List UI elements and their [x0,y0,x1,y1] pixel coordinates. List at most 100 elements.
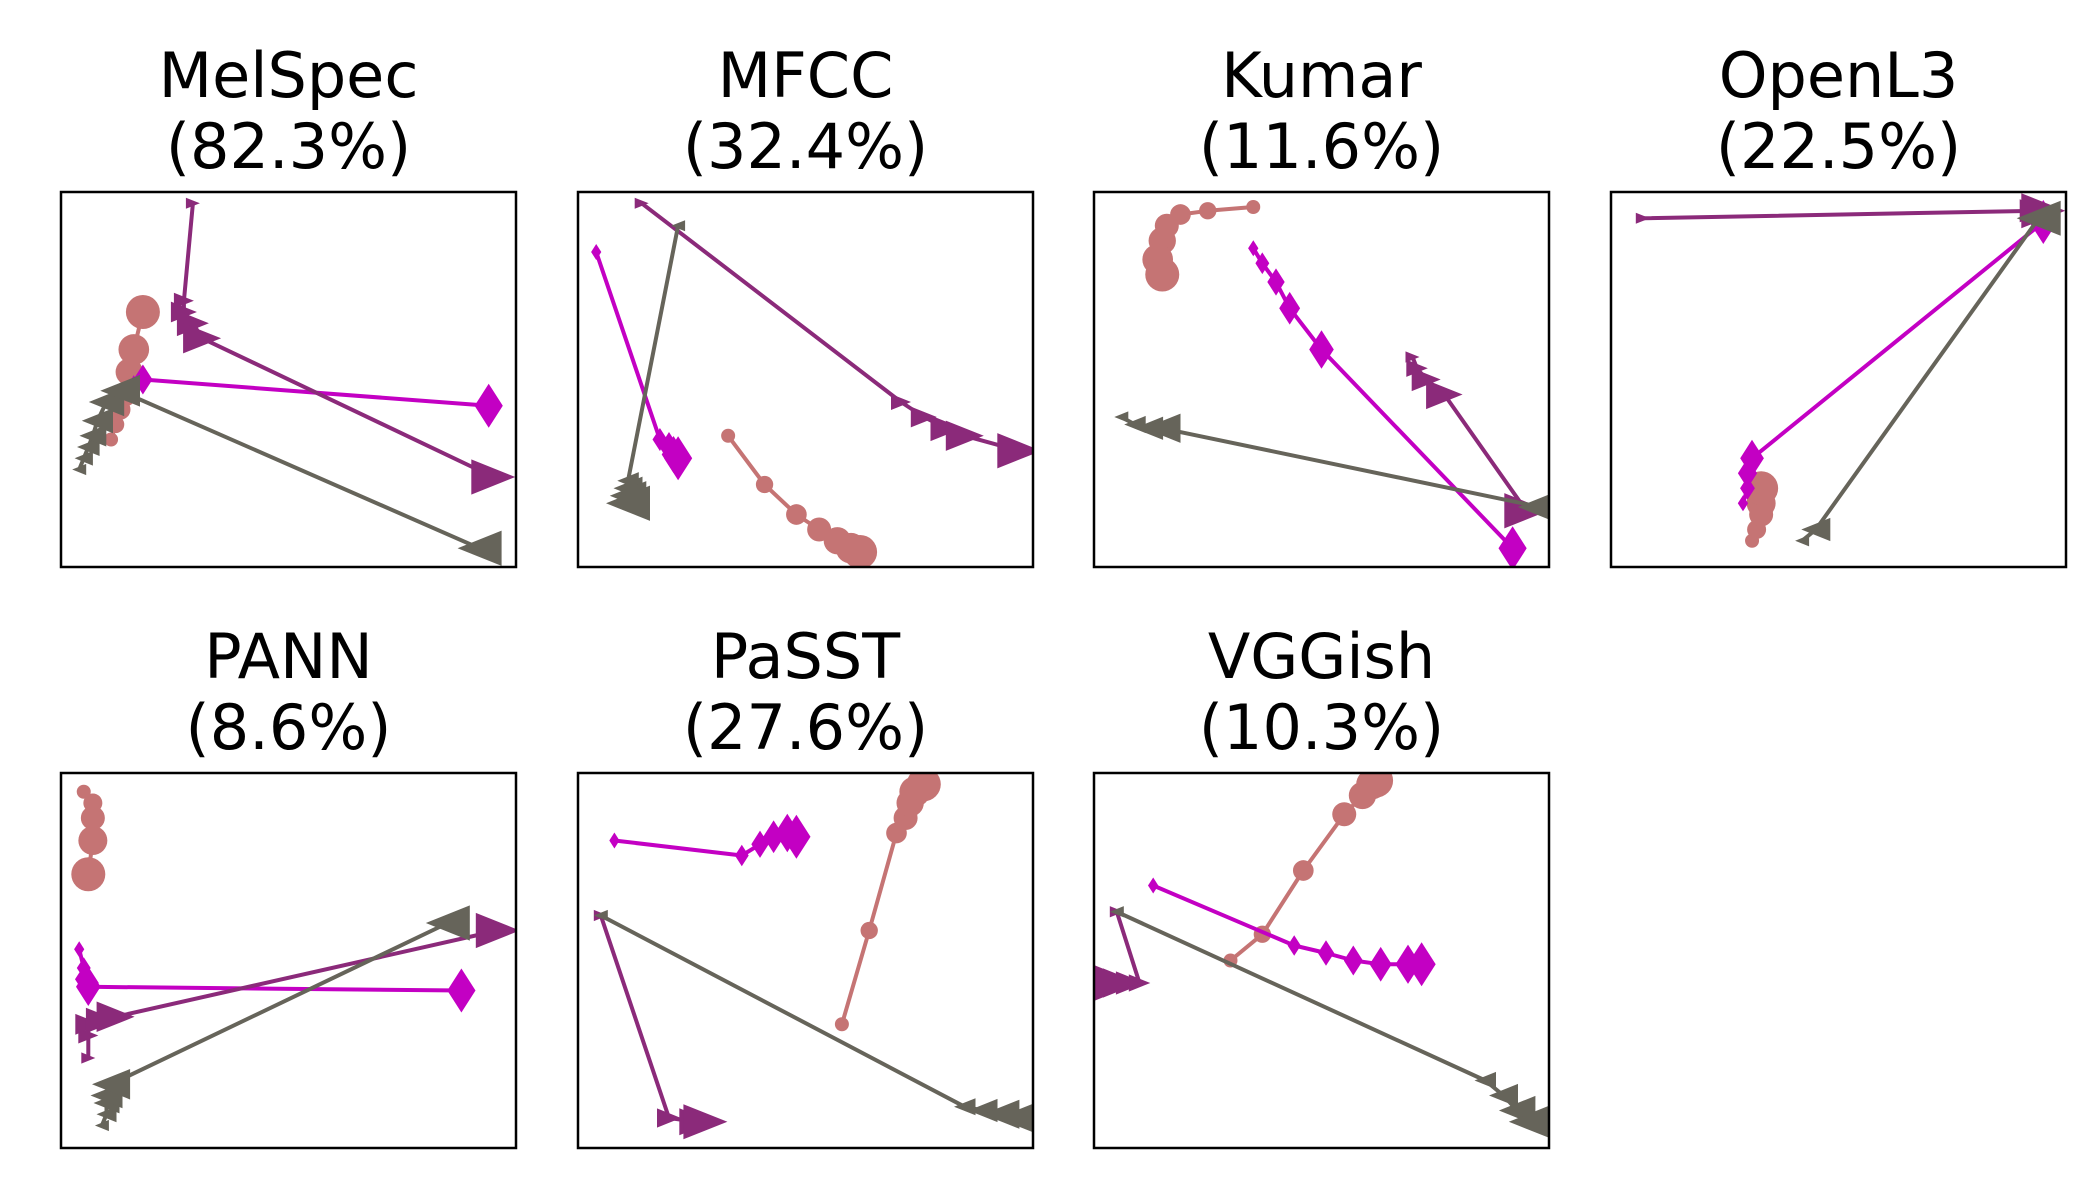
diamond-marker [74,941,85,958]
triangle-right-marker [1406,359,1428,377]
diamond-marker [1309,330,1334,369]
panel-title: OpenL3 [1719,39,1959,112]
diamond-marker [1267,268,1285,296]
circle-marker [906,773,941,802]
plot-area [593,773,1033,1140]
diamond-marker [1148,877,1159,894]
triangle-left-marker [96,1106,117,1123]
triangle-right-marker [1405,351,1420,363]
triangle-left-marker [425,905,470,941]
triangle-left-marker [72,463,87,476]
plot-area [1114,200,1549,567]
panel-score: (27.6%) [683,691,928,764]
axes-frame [1092,190,1551,569]
panel-score: (32.4%) [683,110,928,183]
circle-marker [755,475,774,494]
triangle-right-marker [183,323,222,354]
circle-marker [860,921,878,940]
diamond-marker [76,967,101,1006]
panel-kumar: Kumar(11.6%) [1092,39,1551,569]
triangle_right-series-line [1642,208,2044,221]
triangle-right-marker [891,394,911,410]
triangle-right-marker [683,1104,728,1140]
circle-marker [721,428,736,443]
triangle_right-series-line [598,914,706,1124]
panel-title: Kumar [1221,39,1422,112]
panel-title: MelSpec [159,39,419,112]
triangle_left-series-line [1800,217,2041,543]
panel-score: (10.3%) [1199,691,1444,764]
triangle-left-marker [1508,1105,1549,1138]
triangle-right-marker [1426,379,1463,410]
diamond-series-line [1251,247,1515,550]
diamond-marker [734,844,749,867]
triangle-right-marker [81,1052,96,1064]
diamond-series-line [77,948,462,993]
diamond-marker [1407,942,1436,987]
diamond-marker [1279,291,1301,325]
triangle-left-marker [94,1119,109,1132]
triangle-right-marker [945,420,984,451]
diamond-marker [1737,458,1758,489]
triangle-right-marker [634,197,649,209]
circle-marker [1199,202,1217,220]
triangle-right-marker [185,197,200,209]
diamond-series-line [133,377,489,408]
panel-passt: PaSST(27.6%) [576,620,1035,1150]
triangle-left-marker [1474,1071,1496,1090]
plot-area [71,784,516,1132]
plot-area [591,197,1033,567]
triangle_right-series-line [86,928,499,1058]
panel-title: PaSST [711,620,901,693]
diamond-marker [1317,940,1335,966]
diamond-marker [474,383,503,428]
circle-marker [834,1017,849,1032]
triangle-left-marker [1489,1083,1518,1108]
circle-marker [1359,773,1394,798]
triangle-left-marker [1109,906,1124,918]
triangle_left-series-line [1120,415,1541,509]
circle-marker [125,295,160,329]
circle-marker [104,432,119,447]
plot-area [1094,773,1549,1138]
triangle-right-marker [173,292,194,309]
panel-score: (8.6%) [186,691,392,764]
triangle-left-marker [997,1103,1033,1133]
diamond-marker [447,968,476,1013]
panel-score: (11.6%) [1199,110,1444,183]
circle-marker [1292,860,1314,881]
panel-melspec: MelSpec(82.3%) [59,39,518,569]
triangle-right-marker [910,406,937,428]
plot-area [72,197,516,566]
diamond-marker [1498,526,1527,567]
axes-frame [59,190,518,569]
triangle-left-marker [457,530,502,566]
panel-title: VGGish [1208,620,1435,693]
diamond-marker [763,820,785,854]
panel-score: (22.5%) [1716,110,1961,183]
triangle-left-marker [77,438,100,456]
diamond-marker [1369,946,1392,982]
circle-marker [80,806,105,830]
triangle-right-marker [475,912,516,949]
diamond-marker [1287,935,1301,956]
circle-marker [1246,200,1261,214]
axes-frame [576,190,1035,569]
panel-openl3: OpenL3(22.5%) [1609,39,2068,569]
diamond-marker [591,244,602,260]
diamond-marker [1740,439,1764,477]
diamond-marker [1737,495,1749,512]
triangle_left-series-line [1115,909,1533,1124]
triangle-right-marker [1411,367,1441,392]
triangle-right-marker [657,1108,681,1128]
diamond-marker [1248,240,1259,257]
triangle-left-marker [100,374,140,407]
diamond-marker [1343,945,1363,976]
diamond-marker [782,814,811,859]
circle-marker [76,784,91,799]
diamond-marker [664,436,693,481]
triangle-left-marker [79,425,107,447]
axes-frame [1609,190,2068,569]
triangle-right-marker [96,1001,135,1032]
